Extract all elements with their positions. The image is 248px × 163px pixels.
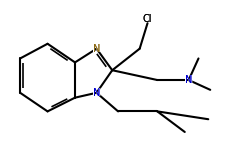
Text: Cl: Cl: [143, 14, 152, 24]
Text: N: N: [93, 88, 100, 98]
Text: N: N: [93, 88, 100, 98]
Text: N: N: [185, 75, 192, 85]
Text: N: N: [93, 44, 100, 54]
Text: Cl: Cl: [143, 14, 152, 24]
Text: N: N: [184, 75, 193, 85]
Text: N: N: [92, 88, 101, 98]
Text: Cl: Cl: [142, 14, 154, 24]
Text: N: N: [185, 75, 192, 85]
Text: N: N: [93, 44, 100, 54]
Text: N: N: [92, 44, 101, 54]
